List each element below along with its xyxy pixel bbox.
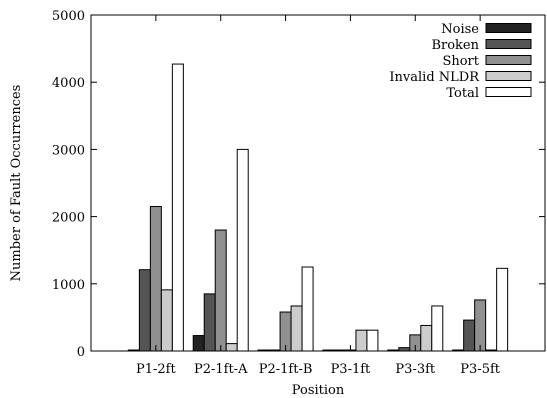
legend-swatch (485, 55, 532, 65)
x-tick-label: P2-1ft-B (259, 362, 313, 377)
bars-layer (127, 63, 509, 352)
y-axis: 0 1000 2000 3000 4000 5000 (52, 9, 545, 360)
bar-total (171, 63, 184, 352)
y-axis-label: Number of Fault Occurrences (9, 85, 24, 282)
y-tick-label: 3000 (52, 143, 85, 158)
x-axis: P1-2ft P2-1ft-A P2-1ft-B P3-1ft P3-3ft P3-5ft (136, 15, 501, 377)
y-tick-label: 1000 (52, 278, 85, 293)
bar-invalid-nldr (420, 324, 433, 352)
x-tick-label: P1-2ft (136, 362, 176, 377)
bar-invalid-nldr (160, 289, 173, 352)
x-tick-label: P3-3ft (395, 362, 435, 377)
plot-frame (90, 14, 546, 352)
bar-broken (203, 293, 216, 352)
bar-short (474, 299, 487, 352)
legend-label: Invalid NLDR (389, 70, 480, 85)
bar-invalid-nldr (290, 305, 303, 352)
bar-broken (463, 319, 476, 352)
legend-swatch (485, 39, 532, 49)
bar-broken (398, 347, 411, 352)
bar-invalid-nldr (355, 329, 368, 352)
bar-short (214, 229, 227, 352)
legend-label: Noise (441, 22, 479, 37)
bar-total (366, 329, 379, 352)
legend-label: Short (442, 54, 479, 69)
bar-total (496, 267, 509, 352)
legend-swatch (485, 71, 532, 81)
bar-broken (138, 269, 151, 352)
x-tick-label: P3-1ft (331, 362, 371, 377)
legend-label: Total (446, 86, 479, 101)
bar-short (149, 206, 162, 352)
legend-swatch (485, 87, 532, 97)
bar-total (236, 148, 249, 352)
bar-total (431, 305, 444, 352)
x-tick-label: P3-5ft (460, 362, 500, 377)
x-tick-label: P2-1ft-A (194, 362, 248, 377)
y-tick-label: 5000 (52, 9, 85, 24)
bar-total (301, 266, 314, 352)
legend-label: Broken (431, 38, 479, 53)
legend-swatch (485, 23, 532, 33)
y-tick-label: 0 (77, 345, 85, 360)
x-axis-label: Position (292, 383, 345, 398)
bar-invalid-nldr (225, 343, 238, 352)
y-tick-label: 4000 (52, 76, 85, 91)
y-tick-label: 2000 (52, 211, 85, 226)
bar-noise (192, 335, 205, 352)
